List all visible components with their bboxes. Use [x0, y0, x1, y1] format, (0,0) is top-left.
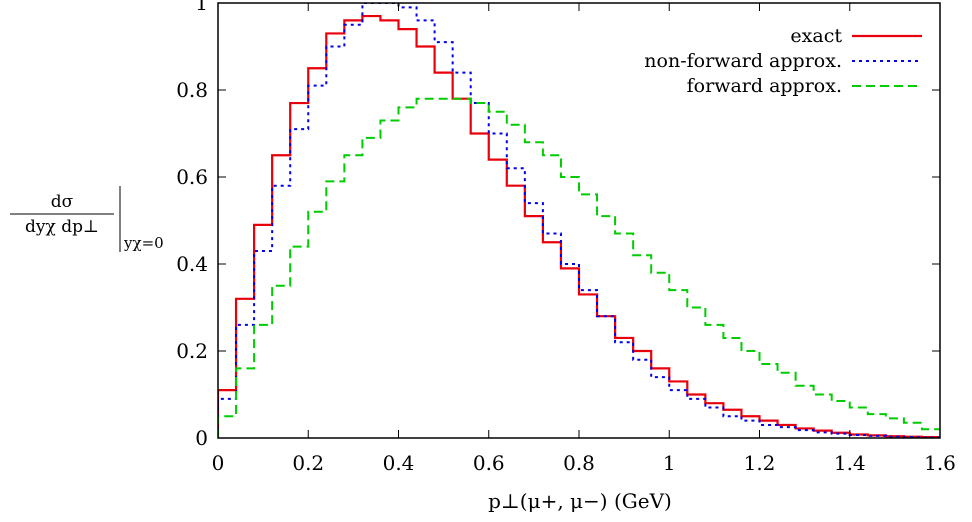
y-axis-label: dσ dyχ dp⊥ yχ=0 [10, 186, 164, 252]
y-tick-label: 0.4 [176, 252, 208, 276]
x-tick-label: 0.2 [292, 451, 324, 475]
x-tick-label: 0 [212, 451, 225, 475]
x-tick-label: 1.4 [834, 451, 866, 475]
y-tick-label: 0.2 [176, 339, 208, 363]
legend-label-2: non-forward approx. [644, 50, 842, 72]
legend: exact non-forward approx. forward approx. [644, 25, 922, 97]
legend-label-1: exact [790, 25, 842, 47]
y-label-condition: yχ=0 [123, 234, 164, 252]
y-tick-label: 0 [195, 426, 208, 450]
y-tick-label: 0.6 [176, 165, 208, 189]
legend-label-3: forward approx. [687, 75, 842, 97]
x-tick-label: 0.4 [383, 451, 415, 475]
series-line-3 [218, 97, 940, 438]
x-tick-label: 1.2 [744, 451, 776, 475]
x-tick-label: 1 [663, 451, 676, 475]
y-tick-label: 1 [195, 0, 208, 15]
ticks-layer: 0 0.2 0.4 0.6 0.8 1 1.2 1.4 1.6 0 0.2 0.4 0.6 0.8 1 [176, 0, 956, 475]
x-tick-label: 1.6 [924, 451, 956, 475]
y-label-numerator: dσ [51, 192, 74, 212]
y-tick-label: 0.8 [176, 78, 208, 102]
x-tick-label: 0.8 [563, 451, 595, 475]
x-tick-label: 0.6 [473, 451, 505, 475]
x-axis-label: p⊥(μ+, μ−) (GeV) [488, 489, 672, 513]
y-label-denominator: dyχ dp⊥ [25, 217, 99, 237]
series-layer [218, 3, 940, 438]
